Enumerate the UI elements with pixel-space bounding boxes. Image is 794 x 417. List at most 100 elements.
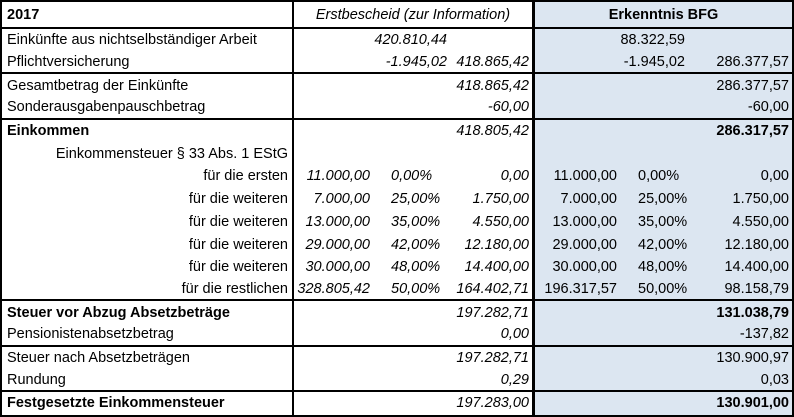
bfg-mid-cell [620, 346, 688, 370]
header-year: 2017 [2, 2, 294, 27]
bfg-rate-cell: 35,00% [620, 210, 688, 234]
table-row: Steuer nach Absetzbeträgen 197.282,71 13… [2, 346, 792, 370]
erstbescheid-result-cell: 0,00 [450, 323, 535, 345]
bfg-amount-cell [535, 29, 620, 52]
row-label: für die ersten [2, 165, 294, 188]
erstbescheid-amount-cell [294, 120, 373, 143]
erstbescheid-rate-cell: 48,00% [391, 259, 441, 276]
erstbescheid-result-cell: 164.402,71 [450, 278, 535, 300]
row-label: Steuer vor Abzug Absetzbeträge [2, 301, 294, 324]
bfg-rate-cell: 50,00% [620, 278, 688, 300]
bfg-result-cell: 286.377,57 [688, 74, 792, 98]
bfg-amount-cell [535, 119, 620, 143]
erstbescheid-result-cell: 12.180,00 [450, 233, 535, 256]
bfg-result-cell: 0,00 [688, 165, 792, 188]
bfg-result-cell: 12.180,00 [688, 233, 792, 256]
erstbescheid-mid-cell [373, 74, 450, 97]
bfg-mid-cell [620, 323, 688, 345]
erstbescheid-amount-cell: 7.000,00 [313, 191, 370, 208]
table-row: für die weiteren 29.000,00 42,00% 12.180… [2, 233, 792, 256]
bfg-result-cell: 14.400,00 [688, 255, 792, 279]
erstbescheid-amount-cell [294, 392, 373, 415]
bfg-result-cell: 4.550,00 [688, 210, 792, 234]
erstbescheid-result-cell: 418.865,42 [450, 74, 535, 98]
bfg-result-cell: 98.158,79 [688, 278, 792, 300]
bfg-amount-cell: 196.317,57 [535, 278, 620, 300]
erstbescheid-amount-cell [294, 301, 373, 324]
erstbescheid-result-cell [450, 142, 535, 166]
table-header-row: 2017 Erstbescheid (zur Information) Erke… [2, 2, 792, 29]
erstbescheid-amount-cell: 29.000,00 [305, 236, 370, 253]
erstbescheid-mid-cell [373, 347, 450, 370]
erstbescheid-result-cell: 197.283,00 [450, 392, 535, 415]
table-row: für die ersten 11.000,00 0,00% 0,00 11.0… [2, 165, 792, 188]
erstbescheid-result-cell: -60,00 [450, 97, 535, 118]
bfg-amount-cell [535, 346, 620, 370]
bfg-amount-cell: 13.000,00 [535, 210, 620, 234]
bfg-amount-cell: 29.000,00 [535, 233, 620, 256]
row-label: für die restlichen [2, 278, 294, 300]
erstbescheid-mid-cell [373, 142, 450, 165]
erstbescheid-amount-cell: 30.000,00 [305, 259, 370, 276]
bfg-amount-cell [535, 74, 620, 98]
table-row: für die weiteren 7.000,00 25,00% 1.750,0… [2, 187, 792, 211]
row-label: Pensionistenabsetzbetrag [2, 323, 294, 345]
erstbescheid-result-cell: 197.282,71 [450, 301, 535, 324]
bfg-rate-cell: 42,00% [620, 233, 688, 256]
erstbescheid-rate-cell: 50,00% [391, 280, 441, 297]
bfg-mid-cell: -1.945,02 [620, 51, 688, 73]
erstbescheid-mid-cell [373, 97, 450, 118]
bfg-result-cell: 1.750,00 [688, 187, 792, 211]
row-label: Einkommen [2, 119, 294, 143]
bfg-rate-cell: 48,00% [620, 255, 688, 279]
table-row: Gesamtbetrag der Einkünfte 418.865,42 28… [2, 74, 792, 98]
bfg-result-cell: 286.317,57 [688, 119, 792, 143]
row-label: Sonderausgabenpauschbetrag [2, 97, 294, 118]
table-row: für die restlichen 328.805,42 50,00% 164… [2, 278, 792, 302]
erstbescheid-amount-cell [294, 97, 373, 118]
bfg-mid-cell [620, 369, 688, 390]
erstbescheid-mid-cell [373, 324, 450, 345]
bfg-amount-cell [535, 323, 620, 345]
erstbescheid-amount-cell: 13.000,00 [305, 213, 370, 230]
table-row: Steuer vor Abzug Absetzbeträge 197.282,7… [2, 301, 792, 324]
erstbescheid-result-cell: 418.805,42 [450, 119, 535, 143]
table-row: für die weiteren 30.000,00 48,00% 14.400… [2, 255, 792, 279]
bfg-amount-cell [535, 97, 620, 118]
row-label: Festgesetzte Einkommensteuer [2, 392, 294, 415]
bfg-amount-cell [535, 392, 620, 415]
bfg-result-cell: -137,82 [688, 323, 792, 345]
erstbescheid-mid-cell [373, 369, 450, 390]
table-row: Einkommensteuer § 33 Abs. 1 EStG [2, 142, 792, 166]
header-erkenntnis-bfg: Erkenntnis BFG [535, 2, 792, 27]
bfg-result-cell [688, 142, 792, 166]
bfg-rate-cell: 25,00% [620, 187, 688, 211]
row-label: für die weiteren [2, 255, 294, 279]
bfg-amount-cell [535, 51, 620, 73]
bfg-rate-cell: 0,00% [620, 165, 688, 188]
erstbescheid-result-cell: 0,29 [450, 369, 535, 390]
row-label: für die weiteren [2, 210, 294, 234]
erstbescheid-amount-cell [294, 74, 373, 97]
bfg-mid-cell: 288.322,59 [620, 29, 688, 52]
bfg-amount-cell [535, 301, 620, 324]
erstbescheid-amount-cell [294, 29, 373, 52]
table-row: Pensionistenabsetzbetrag 0,00 -137,82 [2, 323, 792, 347]
erstbescheid-amount-cell [294, 52, 373, 73]
table-row: Sonderausgabenpauschbetrag -60,00 -60,00 [2, 97, 792, 120]
header-erstbescheid: Erstbescheid (zur Information) [294, 2, 535, 27]
bfg-result-cell: 131.038,79 [688, 301, 792, 324]
row-label: Einkommensteuer § 33 Abs. 1 EStG [2, 142, 294, 166]
erstbescheid-mid-cell [373, 301, 450, 324]
table-row: Einkünfte aus nichtselbständiger Arbeit … [2, 29, 792, 52]
erstbescheid-result-cell: 197.282,71 [450, 346, 535, 370]
bfg-amount-cell [535, 142, 620, 166]
bfg-result-cell: 130.901,00 [688, 392, 792, 415]
bfg-mid-cell [620, 392, 688, 415]
erstbescheid-rate-cell: 42,00% [391, 236, 441, 253]
erstbescheid-amount-cell: 11.000,00 [306, 168, 370, 185]
erstbescheid-mid-cell: -1.945,02 [385, 54, 447, 71]
bfg-amount-cell: 11.000,00 [535, 165, 620, 188]
bfg-amount-cell: 7.000,00 [535, 187, 620, 211]
